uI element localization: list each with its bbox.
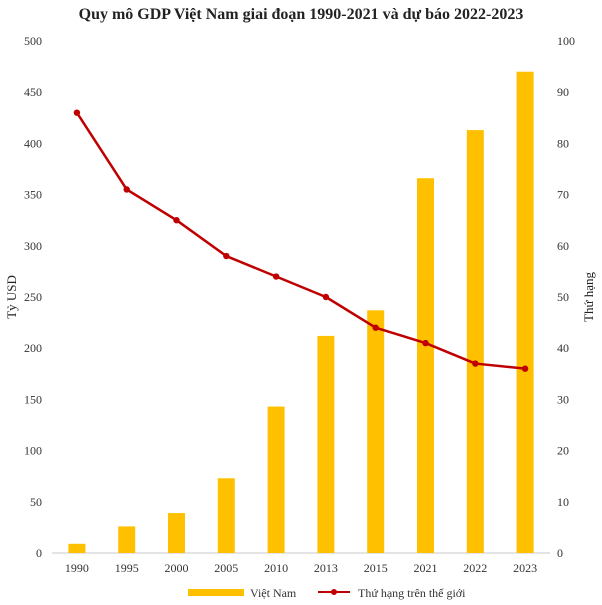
legend: Việt Nam Thứ hạng trên thế giới	[188, 586, 466, 600]
right-tick-label: 10	[557, 495, 569, 509]
left-tick-label: 100	[24, 444, 42, 458]
legend-label-line: Thứ hạng trên thế giới	[358, 586, 466, 600]
x-tick-label: 2021	[414, 561, 438, 575]
right-tick-label: 30	[557, 392, 569, 406]
x-tick-label: 2000	[165, 561, 189, 575]
legend-swatch-marker	[331, 589, 337, 595]
legend-label-bar: Việt Nam	[250, 586, 297, 600]
left-tick-label: 200	[24, 341, 42, 355]
line-point	[73, 109, 81, 116]
line-point	[272, 273, 280, 280]
right-tick-label: 0	[557, 546, 563, 560]
x-tick-label: 2010	[264, 561, 288, 575]
line-point	[123, 186, 130, 193]
left-axis-ticks: 0 50 100 150 200 250 300 350 400 450 500	[24, 34, 42, 560]
left-tick-label: 0	[36, 546, 42, 560]
line-point	[521, 365, 529, 372]
line-point	[422, 339, 429, 347]
left-tick-label: 450	[24, 85, 42, 99]
left-tick-label: 350	[24, 188, 42, 202]
right-tick-label: 70	[557, 188, 569, 202]
left-tick-label: 400	[24, 136, 42, 150]
right-axis-title: Thứ hạng	[581, 272, 596, 323]
right-tick-label: 100	[557, 34, 575, 48]
left-tick-label: 50	[30, 495, 42, 509]
bar	[118, 526, 136, 553]
line-point	[322, 293, 330, 301]
left-tick-label: 300	[24, 239, 42, 253]
x-tick-label: 1995	[115, 561, 139, 575]
x-tick-label: 2013	[314, 561, 338, 575]
bar	[466, 130, 484, 553]
chart-title: Quy mô GDP Việt Nam giai đoạn 1990-2021 …	[78, 6, 524, 23]
right-tick-label: 90	[557, 85, 569, 99]
left-tick-label: 150	[24, 392, 42, 406]
rank-line	[75, 111, 526, 370]
right-axis-ticks: 0 10 20 30 40 50 60 70 80 90 100	[557, 34, 575, 560]
bar	[367, 310, 385, 553]
bar	[168, 513, 185, 553]
x-tick-label: 2005	[214, 561, 238, 575]
line-point	[173, 217, 180, 224]
right-tick-label: 50	[557, 290, 569, 304]
right-tick-label: 80	[557, 136, 569, 150]
bar	[267, 406, 285, 553]
bar	[417, 178, 434, 553]
legend-swatch-bar	[188, 589, 244, 596]
x-tick-label: 1990	[65, 561, 89, 575]
bar	[68, 543, 86, 553]
x-tick-label: 2023	[513, 561, 537, 575]
x-axis-ticks: 1990 1995 2000 2005 2010 2013 2015 2021 2022 2023	[65, 561, 537, 575]
x-tick-label: 2022	[463, 561, 487, 575]
line-point	[372, 324, 379, 331]
x-tick-label: 2015	[364, 561, 388, 575]
line-series	[73, 109, 529, 372]
bar	[317, 335, 335, 553]
left-axis-title: Tỷ USD	[4, 275, 19, 319]
left-tick-label: 500	[24, 34, 42, 48]
right-tick-label: 40	[557, 341, 569, 355]
bar	[217, 478, 235, 553]
right-tick-label: 60	[557, 239, 569, 253]
bar-series	[68, 71, 534, 553]
bar	[516, 71, 534, 553]
line-point	[472, 360, 479, 367]
left-tick-label: 250	[24, 290, 42, 304]
line-point	[223, 252, 230, 260]
right-tick-label: 20	[557, 444, 569, 458]
